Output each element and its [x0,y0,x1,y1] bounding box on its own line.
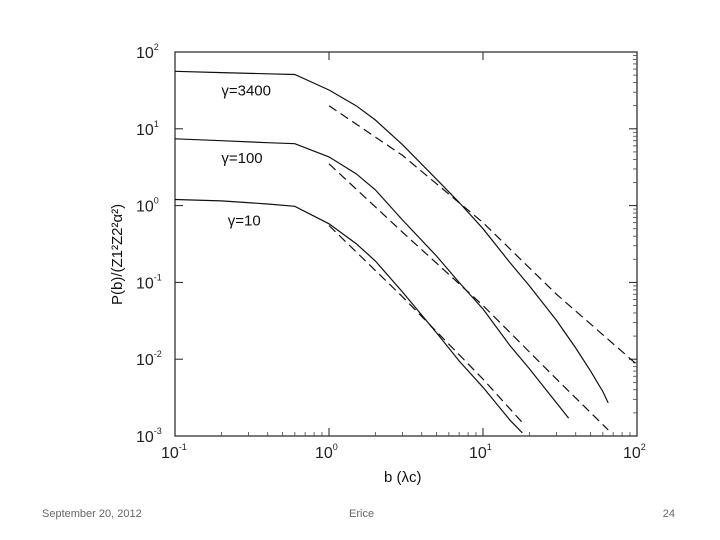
solid-line-2 [174,198,523,434]
y-tick-label: 102 [136,42,159,62]
x-tick-label: 100 [315,442,338,462]
footer-page-number: 24 [662,508,675,520]
gamma-annotation: γ=10 [228,213,261,230]
x-tick-label: 102 [623,442,646,462]
dashed-line-5 [328,225,523,423]
y-tick-label: 10-3 [136,426,162,446]
footer-date: September 20, 2012 [42,508,142,520]
gamma-annotation: γ=3400 [221,83,271,100]
plot-frame [174,51,638,437]
y-tick-label: 10-2 [136,349,162,369]
dashed-line-4 [328,163,609,431]
solid-line-0 [174,70,609,404]
y-tick-label: 10-1 [136,272,162,292]
footer-center: Erice [349,508,375,520]
x-tick-label: 10-1 [161,442,187,462]
solid-line-1 [174,138,570,419]
y-axis-label: P(b)/(Z1²Z2²α²) [109,204,126,305]
x-axis-label: b (λc) [384,469,422,486]
x-tick-label: 101 [469,442,492,462]
gamma-annotation: γ=100 [221,150,262,167]
y-tick-label: 100 [136,196,159,216]
dashed-line-3 [328,105,638,366]
y-tick-label: 101 [136,119,159,139]
